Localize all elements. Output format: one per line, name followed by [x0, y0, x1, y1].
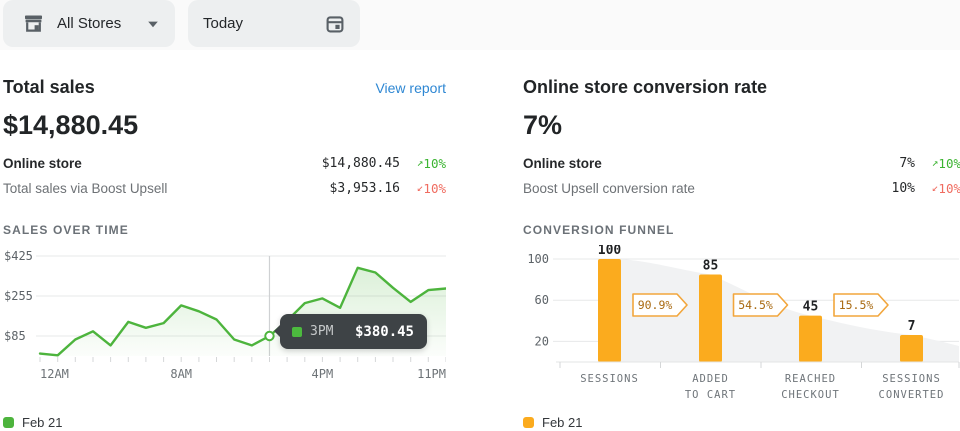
total-sales-panel: Total sales View report $14,880.45 Onlin… — [3, 50, 448, 430]
funnel-category-label: TO CART — [685, 389, 736, 401]
conversion-badge — [732, 293, 789, 317]
metric-delta-percent: 10% — [423, 156, 446, 171]
date-selector-label: Today — [203, 15, 244, 32]
legend-swatch-green — [3, 416, 14, 428]
topbar: All Stores Today — [0, 0, 960, 50]
tooltip-series-swatch — [292, 326, 302, 337]
bar-value-label: 45 — [803, 300, 819, 315]
conversion-badge-label: 90.9% — [638, 298, 673, 312]
metric-delta: ↗ 10% — [400, 156, 446, 171]
metric-value: 7% — [899, 156, 915, 171]
metric-delta: ↗ 10% — [915, 156, 960, 171]
funnel-bar[interactable] — [799, 315, 822, 362]
sales-over-time-chart-area: $425 $255 $85 12AM 8AM 4PM 11PM 3PM $380.45 — [3, 248, 448, 385]
total-sales-value: $14,880.45 — [3, 110, 139, 140]
calendar-icon — [325, 14, 345, 34]
x-axis-tick-label: 11PM — [417, 367, 446, 381]
chevron-down-icon — [147, 20, 159, 28]
store-icon — [23, 14, 44, 33]
bar-value-label: 7 — [908, 319, 916, 334]
y-axis-tick-label: $85 — [4, 329, 26, 343]
metric-row: Online store 7% ↗ 10% — [523, 151, 960, 176]
total-sales-title: Total sales — [3, 77, 95, 97]
metric-delta-percent: 10% — [423, 181, 446, 196]
hover-marker — [264, 330, 275, 342]
funnel-category-label: SESSIONS — [580, 373, 639, 385]
metric-value: 10% — [891, 181, 915, 196]
conversion-badge — [833, 293, 889, 317]
trend-up-icon: ↗ — [416, 156, 424, 169]
bar-value-label: 85 — [703, 258, 719, 273]
metric-value: $3,953.16 — [329, 181, 400, 196]
funnel-category-label: CHECKOUT — [781, 389, 840, 401]
store-selector-button[interactable]: All Stores — [3, 0, 175, 47]
funnel-legend-label: Feb 21 — [542, 414, 583, 430]
funnel-category-label: CONVERTED — [879, 389, 945, 401]
metric-delta-percent: 10% — [938, 181, 960, 196]
x-axis-tick-label: 8AM — [170, 367, 192, 381]
trend-down-icon: ↙ — [931, 181, 939, 194]
conversion-badge-label: 54.5% — [738, 298, 773, 312]
conversion-metric-rows: Online store 7% ↗ 10% Boost Upsell conversio… — [523, 151, 960, 201]
metric-row: Total sales via Boost Upsell $3,953.16 ↙ 10… — [3, 176, 446, 201]
sales-over-time-heading: SALES OVER TIME — [3, 223, 129, 237]
conversion-rate-value: 7% — [523, 110, 563, 140]
trend-down-icon: ↙ — [416, 181, 424, 194]
trend-up-icon: ↗ — [931, 156, 939, 169]
conversion-rate-title: Online store conversion rate — [523, 77, 768, 97]
conversion-funnel-heading: CONVERSION FUNNEL — [523, 223, 675, 237]
conversion-funnel-chart[interactable]: 100 60 20 100 85 45 7 90.9% 54.5% 15.5% SESSIONS AD… — [523, 243, 960, 413]
funnel-bar[interactable] — [900, 335, 923, 362]
metric-label: Boost Upsell conversion rate — [523, 181, 695, 196]
metric-delta: ↙ 10% — [915, 181, 960, 196]
conversion-badge-label: 15.5% — [839, 298, 874, 312]
metric-label: Online store — [3, 156, 82, 171]
sales-legend: Feb 21 — [3, 414, 446, 430]
x-axis-tick-label: 12AM — [40, 367, 69, 381]
sales-legend-label: Feb 21 — [22, 414, 63, 430]
metric-value: $14,880.45 — [321, 156, 400, 171]
dashboard-content: Total sales View report $14,880.45 Onlin… — [0, 50, 960, 430]
metric-label: Online store — [523, 156, 602, 171]
legend-swatch-orange — [523, 416, 534, 428]
x-axis-tick-label: 4PM — [312, 367, 334, 381]
date-selector-button[interactable]: Today — [188, 0, 360, 47]
metric-delta-percent: 10% — [938, 156, 960, 171]
y-axis-tick-label: $255 — [4, 289, 33, 303]
tooltip-time: 3PM — [310, 324, 334, 339]
funnel-category-label: SESSIONS — [882, 373, 941, 385]
funnel-legend: Feb 21 — [523, 414, 960, 430]
metric-row: Online store $14,880.45 ↗ 10% — [3, 151, 446, 176]
sales-line — [38, 266, 448, 357]
funnel-bar[interactable] — [699, 274, 722, 362]
y-axis-tick-label: 60 — [535, 293, 549, 307]
tooltip-value: $380.45 — [354, 323, 414, 340]
funnel-category-label: REACHED — [785, 373, 836, 385]
metric-label: Total sales via Boost Upsell — [3, 181, 168, 196]
view-report-link[interactable]: View report — [375, 80, 446, 96]
conversion-badge — [632, 293, 688, 317]
y-axis-tick-label: 100 — [527, 252, 549, 266]
funnel-category-label: ADDED — [692, 373, 729, 385]
metric-row: Boost Upsell conversion rate 10% ↙ 10% — [523, 176, 960, 201]
funnel-bar[interactable] — [598, 259, 621, 362]
conversion-rate-panel: Online store conversion rate 7% Online s… — [523, 50, 960, 430]
conversion-funnel-chart-area: 100 60 20 100 85 45 7 90.9% 54.5% 15.5% SESSIONS AD… — [523, 243, 960, 408]
y-axis-tick-label: 20 — [535, 334, 549, 348]
store-selector-label: All Stores — [57, 15, 122, 32]
metric-delta: ↙ 10% — [400, 181, 446, 196]
y-axis-tick-label: $425 — [4, 249, 33, 263]
total-sales-metric-rows: Online store $14,880.45 ↗ 10% Total sales vi… — [3, 151, 446, 201]
chart-tooltip: 3PM $380.45 — [274, 314, 427, 349]
bar-value-label: 100 — [598, 245, 622, 258]
